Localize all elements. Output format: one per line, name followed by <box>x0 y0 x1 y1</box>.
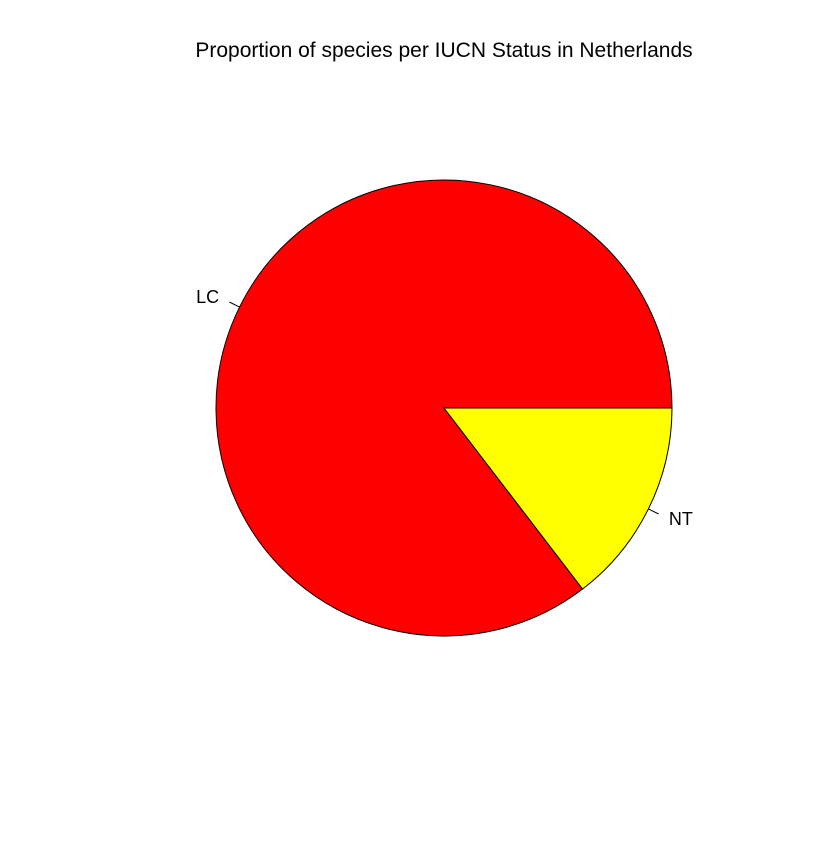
pie-labels: LC NT <box>196 287 693 529</box>
pie-label-nt: NT <box>669 509 693 529</box>
pie-slice-nt <box>442 407 673 590</box>
pie-label-tick-nt <box>648 508 659 515</box>
pie-slice-lc <box>215 179 673 637</box>
pie-label-lc: LC <box>196 287 219 307</box>
chart-title: Proportion of species per IUCN Status in… <box>195 39 692 62</box>
pie-slices <box>215 179 673 637</box>
pie-label-tick-lc <box>229 301 240 308</box>
